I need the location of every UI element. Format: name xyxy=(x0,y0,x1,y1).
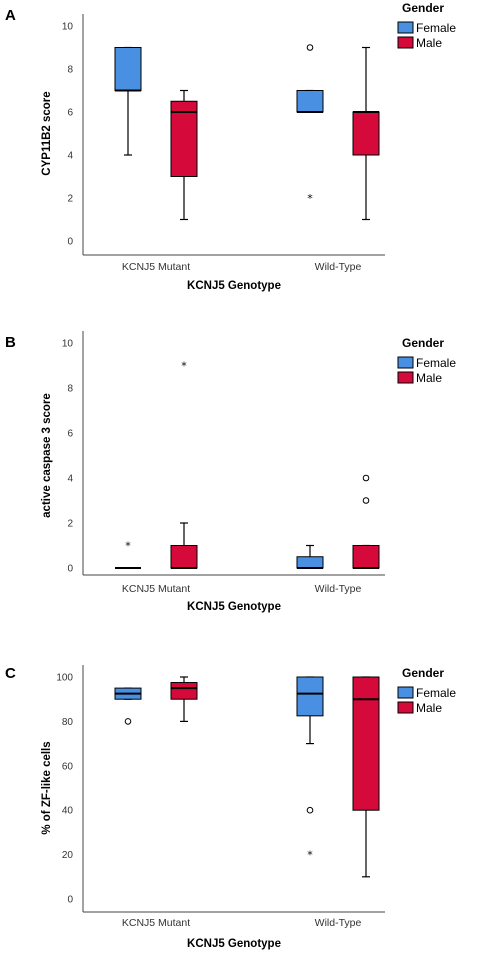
panel-a-legend-label-female: Female xyxy=(416,21,456,35)
panel-c-y-tick-label: 40 xyxy=(62,806,74,817)
panel-c-y-axis-title: % of ZF-like cells xyxy=(41,741,53,834)
panel-a-female-wildtype-outlier-circle xyxy=(306,44,314,51)
panel-b-male-mutant-box xyxy=(170,545,198,569)
panel-a-y-tick-label: 6 xyxy=(67,108,73,119)
panel-b-legend-label-female: Female xyxy=(416,356,456,370)
panel-c-female-wildtype-outlier-star: * xyxy=(307,849,313,862)
panel-c-y-tick-label: 60 xyxy=(62,761,74,772)
panel-b-category-label: Wild-Type xyxy=(315,583,362,595)
panel-c-female-wildtype-outlier-circle xyxy=(306,806,314,814)
panel-a-letter: A xyxy=(5,7,16,24)
panel-b-y-tick-label: 4 xyxy=(67,474,73,485)
panel-a-y-tick-label: 0 xyxy=(67,237,73,248)
panel-a-y-tick-label: 4 xyxy=(67,151,73,162)
panel-b-y-tick-label: 8 xyxy=(67,384,73,395)
panel-c-category-label: KCNJ5 Mutant xyxy=(122,917,190,929)
panel-a-y-tick-label: 8 xyxy=(67,65,73,76)
panel-b-y-tick-label: 2 xyxy=(67,519,73,530)
panel-c-y-tick-label: 100 xyxy=(56,673,73,684)
panel-c-y-tick-label: 80 xyxy=(62,717,74,728)
panel-b-category-label: KCNJ5 Mutant xyxy=(122,583,190,595)
panel-c-legend-label-female: Female xyxy=(416,686,456,700)
panel-b-legend-title: Gender xyxy=(402,336,444,350)
panel-b-male-mutant-outlier-star: * xyxy=(181,360,187,373)
panel-a-y-tick-label: 10 xyxy=(62,22,74,33)
panel-a-female-wildtype-box xyxy=(296,90,324,113)
panel-b-y-axis-title: active caspase 3 score xyxy=(41,393,53,518)
panel-b-male-wildtype-box xyxy=(352,545,380,569)
panel-b-male-wildtype-outlier-circle xyxy=(362,474,370,482)
panel-a-legend-label-male: Male xyxy=(416,36,442,50)
panel-b-legend-swatch-female xyxy=(397,356,414,369)
panel-c-y-tick-label: 0 xyxy=(67,895,73,906)
panel-b-y-tick-label: 0 xyxy=(67,564,73,575)
panel-a-male-mutant-box xyxy=(170,100,198,177)
panel-c-male-wildtype-box xyxy=(352,676,380,811)
panel-a-female-wildtype-outlier-star: * xyxy=(307,192,313,205)
panel-a-y-axis-title: CYP11B2 score xyxy=(41,91,53,175)
panel-c-legend-swatch-male xyxy=(397,701,414,714)
panel-a-category-label: KCNJ5 Mutant xyxy=(122,261,190,273)
panel-a-legend-swatch-male xyxy=(397,36,414,49)
panel-b-legend-label-male: Male xyxy=(416,371,442,385)
panel-a-x-axis-title: KCNJ5 Genotype xyxy=(187,280,281,292)
panel-b-x-axis-title: KCNJ5 Genotype xyxy=(187,601,281,613)
panel-b-letter: B xyxy=(5,334,16,351)
panel-a-legend-swatch-female xyxy=(397,21,414,34)
panel-b-female-wildtype-box xyxy=(296,556,324,569)
panel-c-letter: C xyxy=(5,665,16,682)
panel-a-y-tick-label: 2 xyxy=(67,194,73,205)
panel-c-legend-label-male: Male xyxy=(416,701,442,715)
panel-b-legend-swatch-male xyxy=(397,371,414,384)
panel-a-category-label: Wild-Type xyxy=(315,261,362,273)
panel-a-legend-title: Gender xyxy=(402,1,444,15)
panel-c-legend-title: Gender xyxy=(402,666,444,680)
panel-b-female-mutant-outlier-star: * xyxy=(125,540,131,553)
panel-b-y-tick-label: 10 xyxy=(62,339,74,350)
panel-b-male-wildtype-outlier-circle xyxy=(362,497,370,504)
panel-c-female-wildtype-box xyxy=(296,676,324,717)
panel-c-female-mutant-outlier-circle xyxy=(124,718,132,725)
panel-a-female-mutant-box xyxy=(114,47,142,91)
panel-c-x-axis-title: KCNJ5 Genotype xyxy=(187,938,281,950)
panel-c-legend-swatch-female xyxy=(397,686,414,699)
panel-b-y-tick-label: 6 xyxy=(67,429,73,440)
panel-c-male-mutant-box xyxy=(170,682,198,700)
panel-c-category-label: Wild-Type xyxy=(315,917,362,929)
panel-c-y-tick-label: 20 xyxy=(62,850,74,861)
panel-a-male-wildtype-box xyxy=(352,111,380,156)
